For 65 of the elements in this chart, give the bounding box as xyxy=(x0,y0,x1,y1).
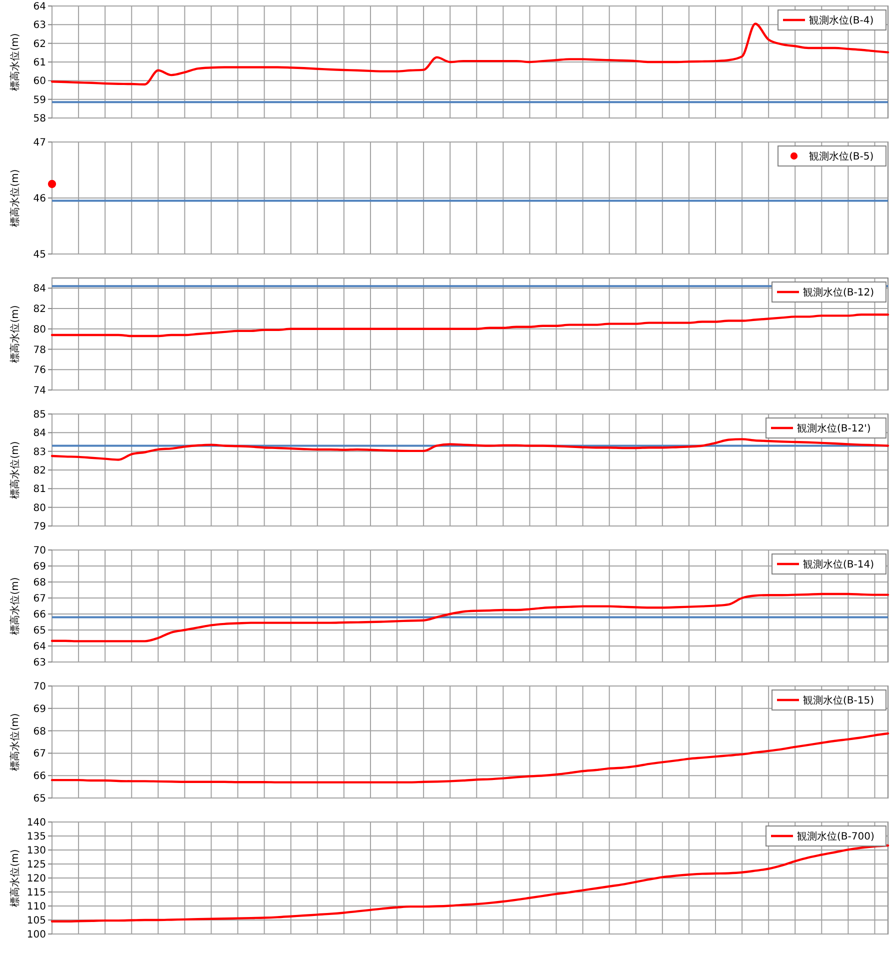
y-tick-label: 69 xyxy=(33,704,46,715)
y-axis-title: 標高水位(m) xyxy=(9,577,21,635)
y-tick-label: 45 xyxy=(33,250,46,260)
y-tick-label: 78 xyxy=(33,344,46,356)
y-tick-label: 76 xyxy=(33,365,46,376)
y-tick-label: 84 xyxy=(33,428,46,440)
y-tick-label: 65 xyxy=(33,626,46,636)
y-tick-label: 140 xyxy=(26,818,46,828)
y-tick-label: 66 xyxy=(33,610,46,620)
y-axis-title: 標高水位(m) xyxy=(9,305,21,363)
y-tick-label: 68 xyxy=(33,578,46,588)
y-axis-title: 標高水位(m) xyxy=(9,849,21,907)
y-tick-label: 81 xyxy=(33,484,46,496)
y-tick-label: 80 xyxy=(33,324,46,336)
y-tick-label: 85 xyxy=(33,410,46,420)
y-tick-label: 74 xyxy=(33,386,46,396)
y-tick-label: 110 xyxy=(26,902,46,912)
line-series xyxy=(50,438,890,461)
y-tick-label: 83 xyxy=(33,446,46,458)
legend-label: 観測水位(B-12') xyxy=(797,422,871,434)
y-tick-label: 82 xyxy=(33,466,46,476)
y-tick-label: 115 xyxy=(26,888,46,898)
y-tick-label: 79 xyxy=(33,522,46,532)
line-series xyxy=(50,592,890,642)
legend-label: 観測水位(B-4) xyxy=(809,14,874,26)
y-tick-label: 62 xyxy=(33,38,46,50)
y-tick-label: 120 xyxy=(26,874,46,884)
y-axis-title: 標高水位(m) xyxy=(9,33,21,91)
y-tick-label: 70 xyxy=(33,546,46,556)
y-tick-label: 100 xyxy=(26,930,46,940)
y-tick-label: 64 xyxy=(33,642,46,652)
legend-label: 観測水位(B-5) xyxy=(809,150,874,162)
y-tick-label: 67 xyxy=(33,594,46,604)
legend-label: 観測水位(B-14) xyxy=(803,558,874,570)
y-tick-label: 80 xyxy=(33,502,46,514)
y-tick-label: 130 xyxy=(26,846,46,856)
y-tick-label: 70 xyxy=(33,682,46,692)
y-tick-label: 125 xyxy=(26,860,46,870)
y-tick-label: 66 xyxy=(33,771,46,782)
legend-label: 観測水位(B-15) xyxy=(803,694,874,706)
y-axis-title: 標高水位(m) xyxy=(9,169,21,227)
y-tick-label: 64 xyxy=(33,2,46,12)
y-tick-label: 67 xyxy=(33,748,46,760)
y-tick-label: 58 xyxy=(33,114,46,124)
legend-label: 観測水位(B-12) xyxy=(803,286,874,298)
y-tick-label: 63 xyxy=(33,658,46,668)
y-tick-label: 59 xyxy=(33,94,46,106)
y-tick-label: 46 xyxy=(33,194,46,204)
y-tick-label: 68 xyxy=(33,726,46,738)
line-series xyxy=(50,314,890,338)
y-tick-label: 61 xyxy=(33,58,46,68)
y-tick-label: 84 xyxy=(33,284,46,295)
y-tick-label: 65 xyxy=(33,794,46,804)
y-tick-label: 60 xyxy=(33,76,46,88)
legend-label: 観測水位(B-700) xyxy=(797,830,874,842)
y-tick-label: 63 xyxy=(33,20,46,32)
line-series xyxy=(50,732,890,784)
y-tick-label: 135 xyxy=(26,832,46,842)
y-tick-label: 82 xyxy=(33,304,46,316)
y-tick-label: 69 xyxy=(33,562,46,572)
y-axis-title: 標高水位(m) xyxy=(9,713,21,771)
line-series xyxy=(50,844,890,922)
y-tick-label: 47 xyxy=(33,138,46,148)
y-tick-label: 105 xyxy=(26,916,46,926)
y-axis-title: 標高水位(m) xyxy=(9,441,21,499)
